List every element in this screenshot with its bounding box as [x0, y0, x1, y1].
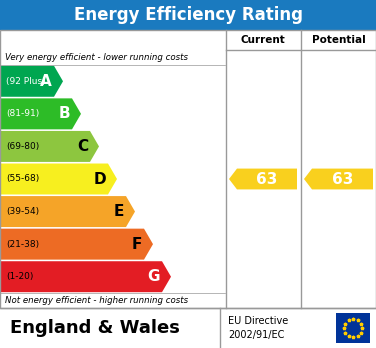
Polygon shape	[1, 229, 153, 260]
Text: G: G	[147, 269, 160, 284]
Text: Energy Efficiency Rating: Energy Efficiency Rating	[73, 6, 303, 24]
Polygon shape	[1, 66, 63, 97]
Text: 63: 63	[332, 172, 353, 187]
Polygon shape	[1, 98, 81, 129]
Text: (81-91): (81-91)	[6, 109, 39, 118]
Text: Very energy efficient - lower running costs: Very energy efficient - lower running co…	[5, 53, 188, 62]
Polygon shape	[1, 131, 99, 162]
Polygon shape	[229, 168, 297, 189]
Polygon shape	[304, 168, 373, 189]
Text: E: E	[114, 204, 124, 219]
Text: 63: 63	[256, 172, 278, 187]
Polygon shape	[1, 164, 117, 195]
Text: Potential: Potential	[312, 35, 365, 45]
Text: (21-38): (21-38)	[6, 240, 39, 248]
Text: Current: Current	[241, 35, 285, 45]
Polygon shape	[1, 261, 171, 292]
Bar	[336, 313, 370, 343]
Text: B: B	[58, 106, 70, 121]
Text: EU Directive
2002/91/EC: EU Directive 2002/91/EC	[228, 316, 288, 340]
Polygon shape	[1, 196, 135, 227]
Text: Not energy efficient - higher running costs: Not energy efficient - higher running co…	[5, 296, 188, 305]
Text: England & Wales: England & Wales	[10, 319, 180, 337]
Text: (39-54): (39-54)	[6, 207, 39, 216]
Text: C: C	[77, 139, 88, 154]
Text: (1-20): (1-20)	[6, 272, 33, 281]
Text: (55-68): (55-68)	[6, 174, 39, 183]
Text: A: A	[40, 74, 52, 89]
Text: (69-80): (69-80)	[6, 142, 39, 151]
Text: D: D	[93, 172, 106, 187]
Bar	[0, 0, 376, 30]
Text: (92 Plus): (92 Plus)	[6, 77, 45, 86]
Bar	[0, 30, 376, 308]
Text: F: F	[132, 237, 142, 252]
